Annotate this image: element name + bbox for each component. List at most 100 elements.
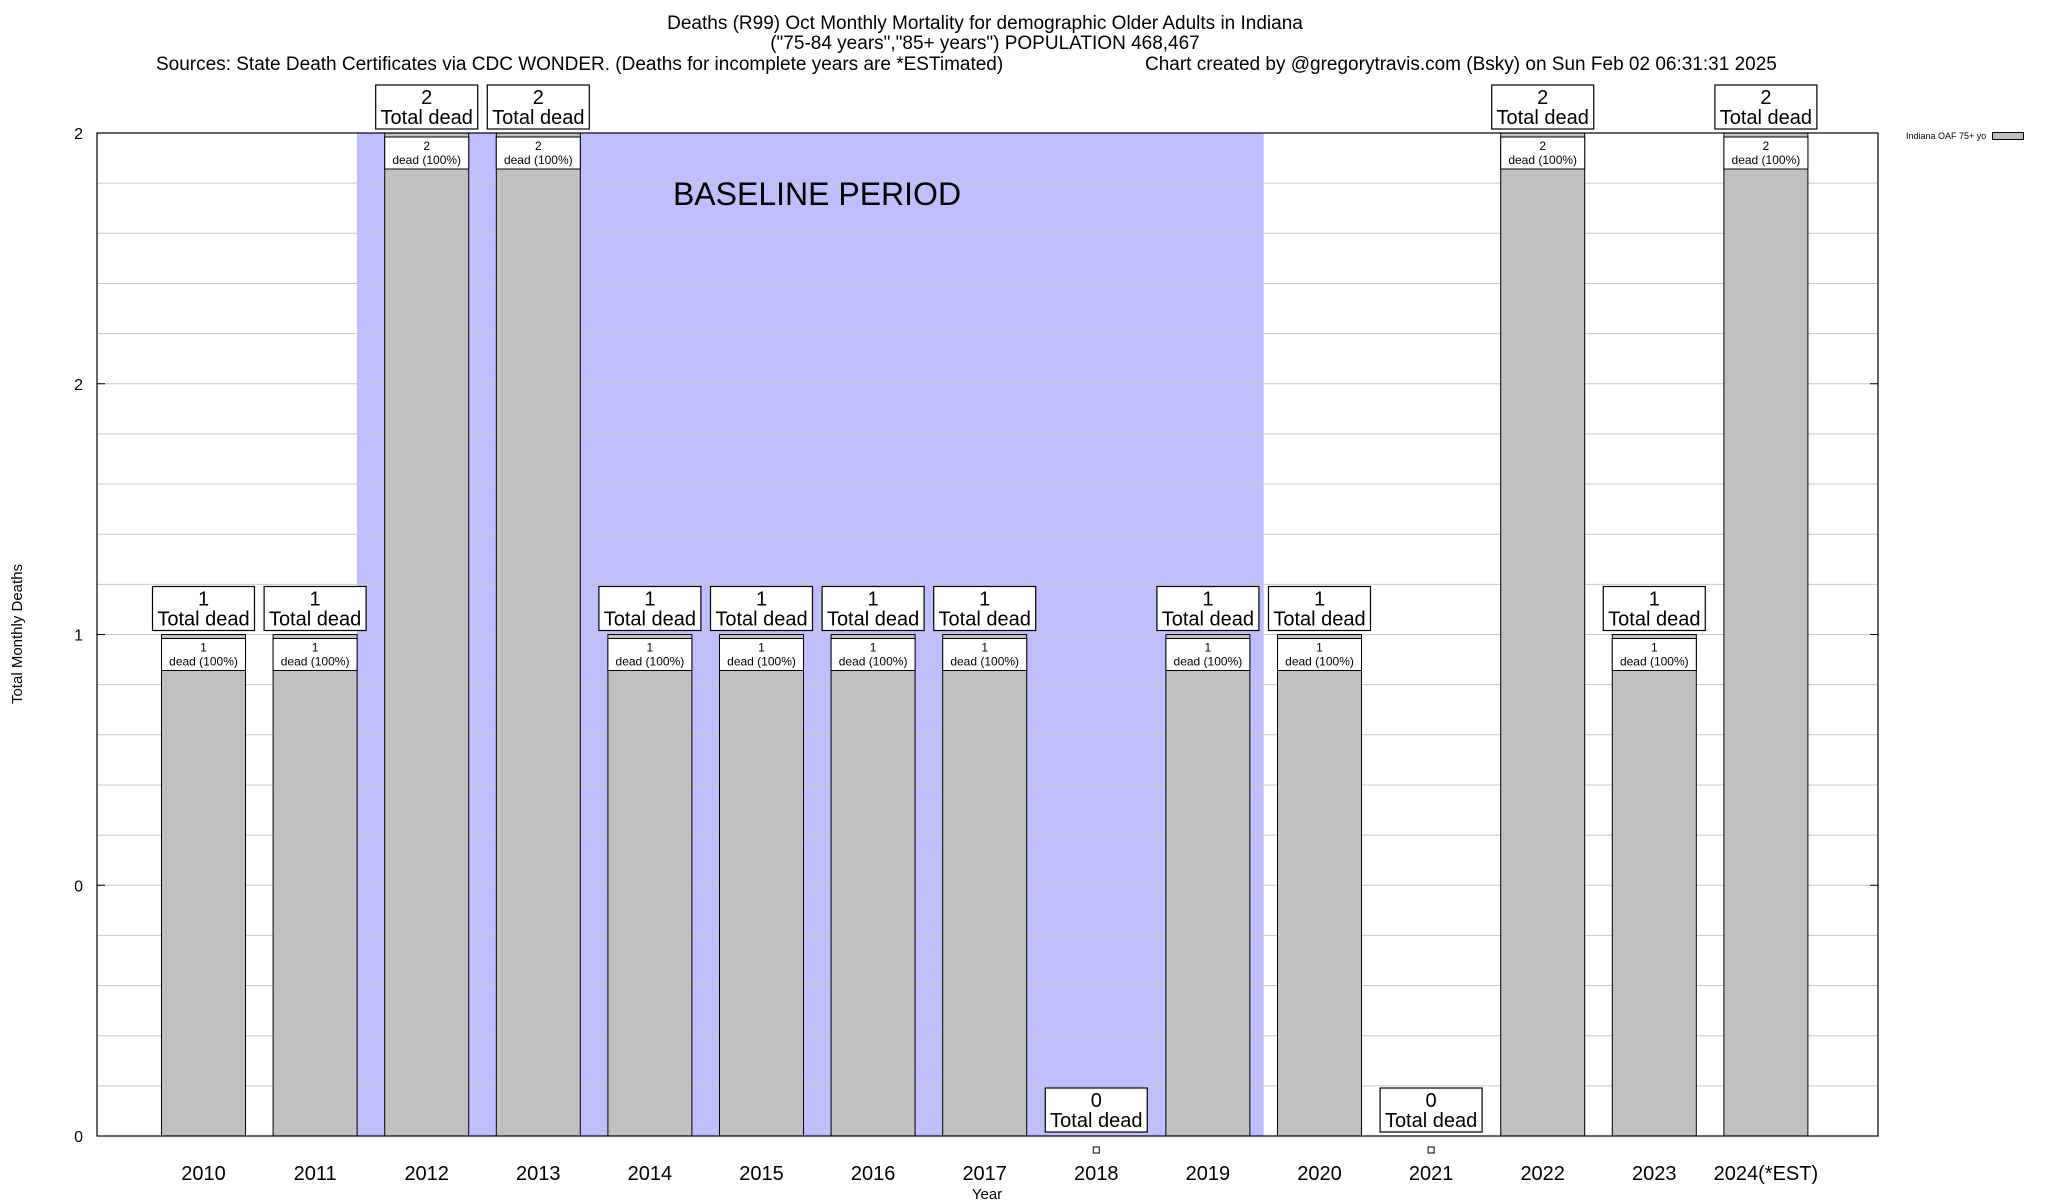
total-count-label: 1 xyxy=(310,589,321,611)
total-dead-label: Total dead xyxy=(1497,107,1589,129)
bar-inner-label: dead (100%) xyxy=(727,655,796,669)
total-label-box xyxy=(1714,84,1818,130)
x-axis-label: Year xyxy=(972,1186,1002,1200)
bar-inner-label-box xyxy=(1723,136,1809,170)
chart-title-line-2: ("75-84 years","85+ years") POPULATION 4… xyxy=(770,33,1200,54)
total-dead-label: Total dead xyxy=(269,609,361,631)
bar xyxy=(384,132,470,1137)
total-label-box xyxy=(263,585,367,632)
total-dead-label: Total dead xyxy=(381,107,473,129)
x-tick-label: 2011 xyxy=(294,1163,337,1185)
bar-inner-label-box xyxy=(942,638,1028,671)
bar-inner-count: 1 xyxy=(1316,641,1323,655)
bar-inner-label: dead (100%) xyxy=(169,655,238,669)
total-label-box xyxy=(1044,1087,1148,1133)
bar-inner-label: dead (100%) xyxy=(392,153,461,167)
bar-inner-label-box xyxy=(719,638,804,671)
total-count-label: 1 xyxy=(756,589,767,611)
total-label-box xyxy=(709,585,814,632)
y-tick-label: 0 xyxy=(74,1129,83,1146)
total-label-box xyxy=(598,585,702,632)
bar-inner-label: dead (100%) xyxy=(950,655,1019,669)
total-count-label: 0 xyxy=(1091,1090,1102,1112)
total-dead-label: Total dead xyxy=(604,609,696,631)
bar xyxy=(495,132,581,1137)
bar-inner-label: dead (100%) xyxy=(1285,655,1354,669)
chart-source-note: Sources: State Death Certificates via CD… xyxy=(156,54,1004,75)
bar-inner-count: 2 xyxy=(535,139,542,153)
total-dead-label: Total dead xyxy=(1385,1110,1477,1132)
bar-inner-count: 1 xyxy=(1205,641,1212,655)
total-dead-label: Total dead xyxy=(939,609,1031,631)
chart-title-line-1: Deaths (R99) Oct Monthly Mortality for d… xyxy=(667,13,1303,34)
bar-inner-label: dead (100%) xyxy=(616,655,685,669)
bar xyxy=(1165,634,1251,1137)
bar-inner-count: 1 xyxy=(200,641,207,655)
bar xyxy=(1723,132,1809,1137)
total-count-label: 1 xyxy=(1649,589,1660,611)
total-label-box xyxy=(821,585,925,632)
x-tick-label: 2020 xyxy=(1297,1163,1342,1185)
plot-frame xyxy=(96,132,1879,1137)
bar-inner-label: dead (100%) xyxy=(1174,655,1243,669)
bar xyxy=(942,634,1028,1137)
zero-marker xyxy=(1427,1146,1435,1154)
x-tick-label: 2024(*EST) xyxy=(1714,1163,1819,1185)
bar-inner-label: dead (100%) xyxy=(839,655,908,669)
total-count-label: 1 xyxy=(979,589,990,611)
total-label-box xyxy=(1602,585,1706,632)
bar xyxy=(1500,132,1586,1137)
bar-inner-label-box xyxy=(1277,638,1362,671)
bar-inner-count: 1 xyxy=(981,641,988,655)
bar-inner-label: dead (100%) xyxy=(1732,153,1801,167)
x-tick-label: 2017 xyxy=(962,1163,1007,1185)
chart-credit-note: Chart created by @gregorytravis.com (Bsk… xyxy=(1145,54,1777,75)
x-tick-label: 2019 xyxy=(1186,1163,1231,1185)
total-count-label: 2 xyxy=(1537,87,1548,109)
total-dead-label: Total dead xyxy=(1162,609,1254,631)
x-tick-label: 2018 xyxy=(1074,1163,1119,1185)
y-tick-label: 2 xyxy=(74,126,83,143)
total-dead-label: Total dead xyxy=(157,609,249,631)
bar-inner-label-box xyxy=(607,638,693,671)
total-count-label: 0 xyxy=(1426,1090,1437,1112)
baseline-period-label: BASELINE PERIOD xyxy=(673,176,961,212)
total-label-box xyxy=(486,84,590,130)
total-dead-label: Total dead xyxy=(1608,609,1700,631)
bar xyxy=(830,634,916,1137)
y-axis-label: Total Monthly Deaths xyxy=(9,564,26,704)
bar-inner-label-box xyxy=(1611,638,1697,671)
zero-marker xyxy=(1092,1146,1100,1154)
bar xyxy=(1277,634,1362,1137)
total-dead-label: Total dead xyxy=(492,107,584,129)
total-count-label: 2 xyxy=(1760,87,1771,109)
total-dead-label: Total dead xyxy=(715,609,807,631)
x-tick-label: 2013 xyxy=(516,1163,561,1185)
bar-inner-label-box xyxy=(161,638,246,671)
x-tick-label: 2015 xyxy=(739,1163,784,1185)
total-label-box xyxy=(375,84,479,130)
bar-inner-label-box xyxy=(272,638,358,671)
total-dead-label: Total dead xyxy=(827,609,919,631)
legend-label: Indiana OAF 75+ yo xyxy=(1906,131,1987,141)
y-tick-label: 1 xyxy=(74,628,83,645)
bar-inner-label-box xyxy=(1165,638,1251,671)
total-count-label: 2 xyxy=(533,87,544,109)
bar-inner-label-box xyxy=(830,638,916,671)
total-label-box xyxy=(933,585,1037,632)
bar-inner-count: 2 xyxy=(1763,139,1770,153)
bar xyxy=(272,634,358,1137)
total-label-box xyxy=(1267,585,1372,632)
bar-inner-count: 2 xyxy=(423,139,430,153)
bar xyxy=(719,634,804,1137)
total-count-label: 2 xyxy=(421,87,432,109)
bar-inner-label: dead (100%) xyxy=(504,153,573,167)
total-count-label: 1 xyxy=(644,589,655,611)
bar-inner-label: dead (100%) xyxy=(281,655,350,669)
total-dead-label: Total dead xyxy=(1273,609,1365,631)
x-tick-label: 2016 xyxy=(851,1163,896,1185)
x-tick-label: 2022 xyxy=(1520,1163,1565,1185)
total-dead-label: Total dead xyxy=(1720,107,1812,129)
bar-inner-label-box xyxy=(495,136,581,170)
